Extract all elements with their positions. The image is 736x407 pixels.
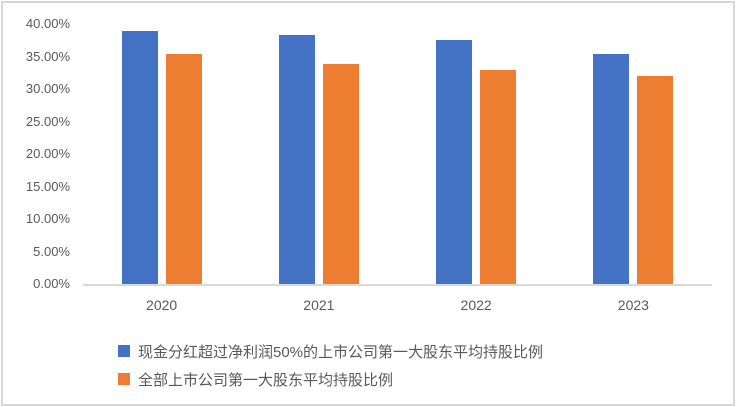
- legend-label: 全部上市公司第一大股东平均持股比例: [138, 371, 394, 389]
- bar-2021-series-0: [278, 35, 315, 284]
- x-axis-category-label: 2020: [146, 297, 178, 313]
- bar-2022-series-0: [436, 40, 473, 284]
- bar-2022-series-1: [480, 69, 517, 284]
- bar-2023-series-0: [593, 53, 630, 284]
- x-axis-category-label: 2023: [617, 297, 649, 313]
- y-tick-label: 30.00%: [25, 81, 70, 96]
- y-tick-label: 0.00%: [33, 276, 70, 291]
- bar-2021-series-1: [322, 63, 359, 284]
- legend-item: 全部上市公司第一大股东平均持股比例: [118, 365, 543, 393]
- legend-label: 现金分红超过净利润50%的上市公司第一大股东平均持股比例: [138, 343, 544, 361]
- y-tick-label: 35.00%: [25, 48, 70, 64]
- legend: 现金分红超过净利润50%的上市公司第一大股东平均持股比例 全部上市公司第一大股东平…: [118, 337, 543, 393]
- bar-2023-series-1: [637, 76, 674, 284]
- y-tick-label: 15.00%: [25, 178, 70, 194]
- x-axis-category-label: 2022: [460, 297, 492, 313]
- legend-swatch-icon: [118, 345, 130, 357]
- bar-2020-series-0: [121, 31, 158, 284]
- y-tick-label: 40.00%: [25, 16, 70, 31]
- y-tick-label: 25.00%: [25, 113, 70, 129]
- y-tick-label: 5.00%: [33, 243, 70, 259]
- x-axis-line: [83, 284, 712, 286]
- legend-swatch-icon: [118, 373, 130, 385]
- y-tick-label: 10.00%: [25, 211, 70, 226]
- x-axis-category-label: 2021: [303, 297, 335, 313]
- legend-item: 现金分红超过净利润50%的上市公司第一大股东平均持股比例: [118, 337, 543, 365]
- y-tick-label: 20.00%: [25, 146, 70, 161]
- bar-2020-series-1: [165, 53, 202, 284]
